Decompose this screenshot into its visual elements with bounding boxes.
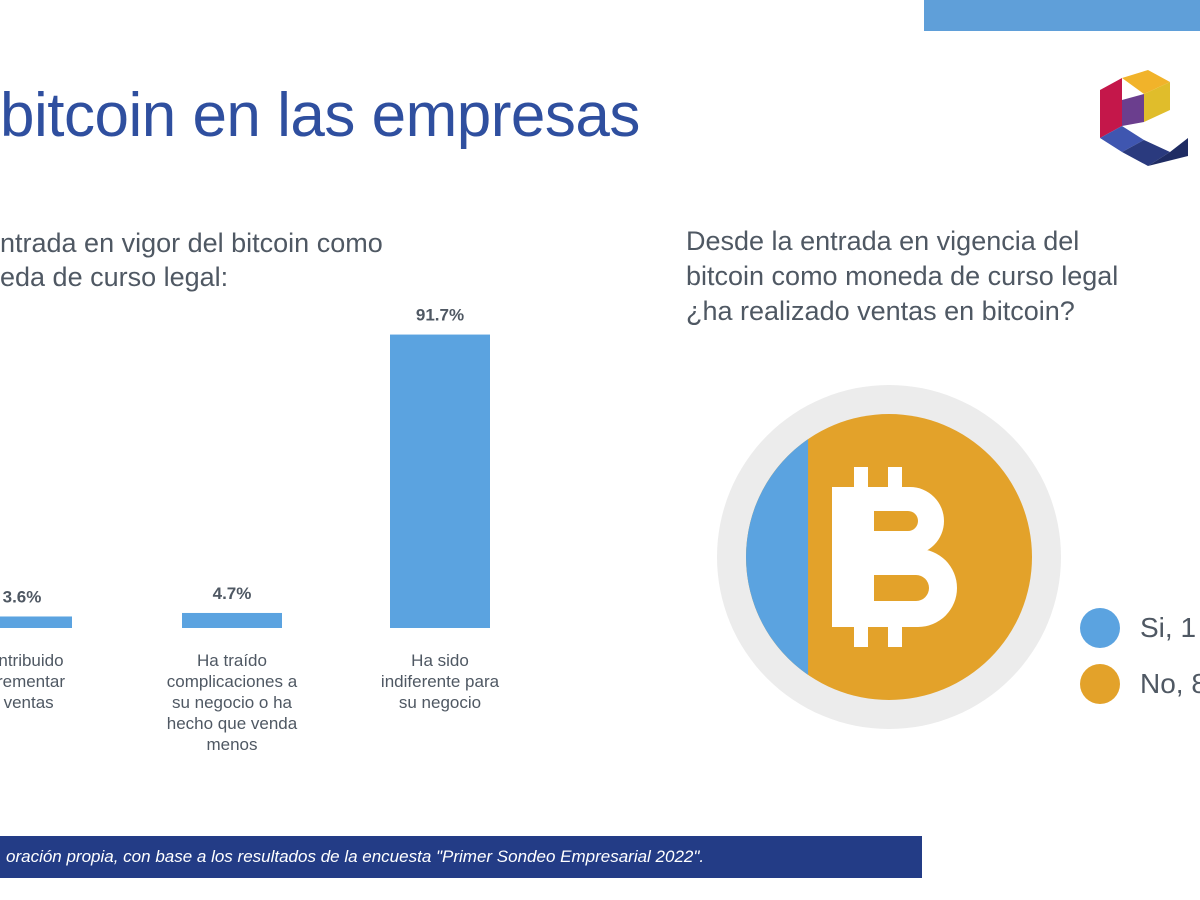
bar-category-label-line: Ha traído [197,651,267,670]
pie-slice-si [746,439,809,675]
bar-category-label-line: ncrementar [0,672,65,691]
bar-category-label-line: hecho que venda [166,714,298,733]
bar [182,612,282,628]
bar-category-label-line: su negocio [398,693,482,712]
pie-chart [717,385,1061,729]
legend-swatch [1080,608,1120,648]
bar-category-label-line: complicaciones a [166,672,298,691]
bar-category-label-line: s ventas [0,693,54,712]
bar-category-label-line: su negocio o ha [171,693,293,712]
bar-category-label-line: menos [206,735,258,754]
right-question-line: Desde la entrada en vigencia del [686,226,1080,256]
bar-category-label-line: indiferente para [380,672,500,691]
bar-value-label: 3.6% [3,587,42,606]
top-accent-band [924,0,1200,31]
bar-chart: 3.6% 4.7% 91.7% [0,306,490,628]
legend-label: Si, 1 [1140,612,1197,643]
bar-category-label-line: contribuido [0,651,64,670]
legend-label: No, 8 [1140,668,1200,699]
left-question-line: ntrada en vigor del bitcoin como [0,228,383,258]
bar-value-label: 4.7% [213,584,252,603]
right-question-line: bitcoin como moneda de curso legal [686,261,1119,291]
source-footer: oración propia, con base a los resultado… [0,836,922,878]
legend-swatch [1080,664,1120,704]
right-question: Desde la entrada en vigencia del bitcoin… [686,224,1200,329]
bar [390,334,490,628]
bar-category-label: Ha traído complicaciones a su negocio o ha… [157,650,307,755]
page-title: bitcoin en las empresas [0,81,640,150]
left-question-line: eda de curso legal: [0,262,229,292]
bitcoin-icon [832,467,957,647]
pie-legend-item: No, 8 [1080,664,1200,704]
pie-legend-item: Si, 1 [1080,608,1196,648]
bar-category-label: Ha sido indiferente para su negocio [365,650,515,713]
right-question-line: ¿ha realizado ventas en bitcoin? [686,296,1075,326]
bar [0,616,72,628]
pie-chart-wrap [714,382,1064,737]
bar-value-label: 91.7% [416,306,464,325]
left-question: ntrada en vigor del bitcoin como eda de … [0,226,520,294]
bar-category-label: contribuido ncrementar s ventas [0,650,97,713]
brand-logo-icon [1100,70,1188,166]
bar-category-label-line: Ha sido [411,651,469,670]
